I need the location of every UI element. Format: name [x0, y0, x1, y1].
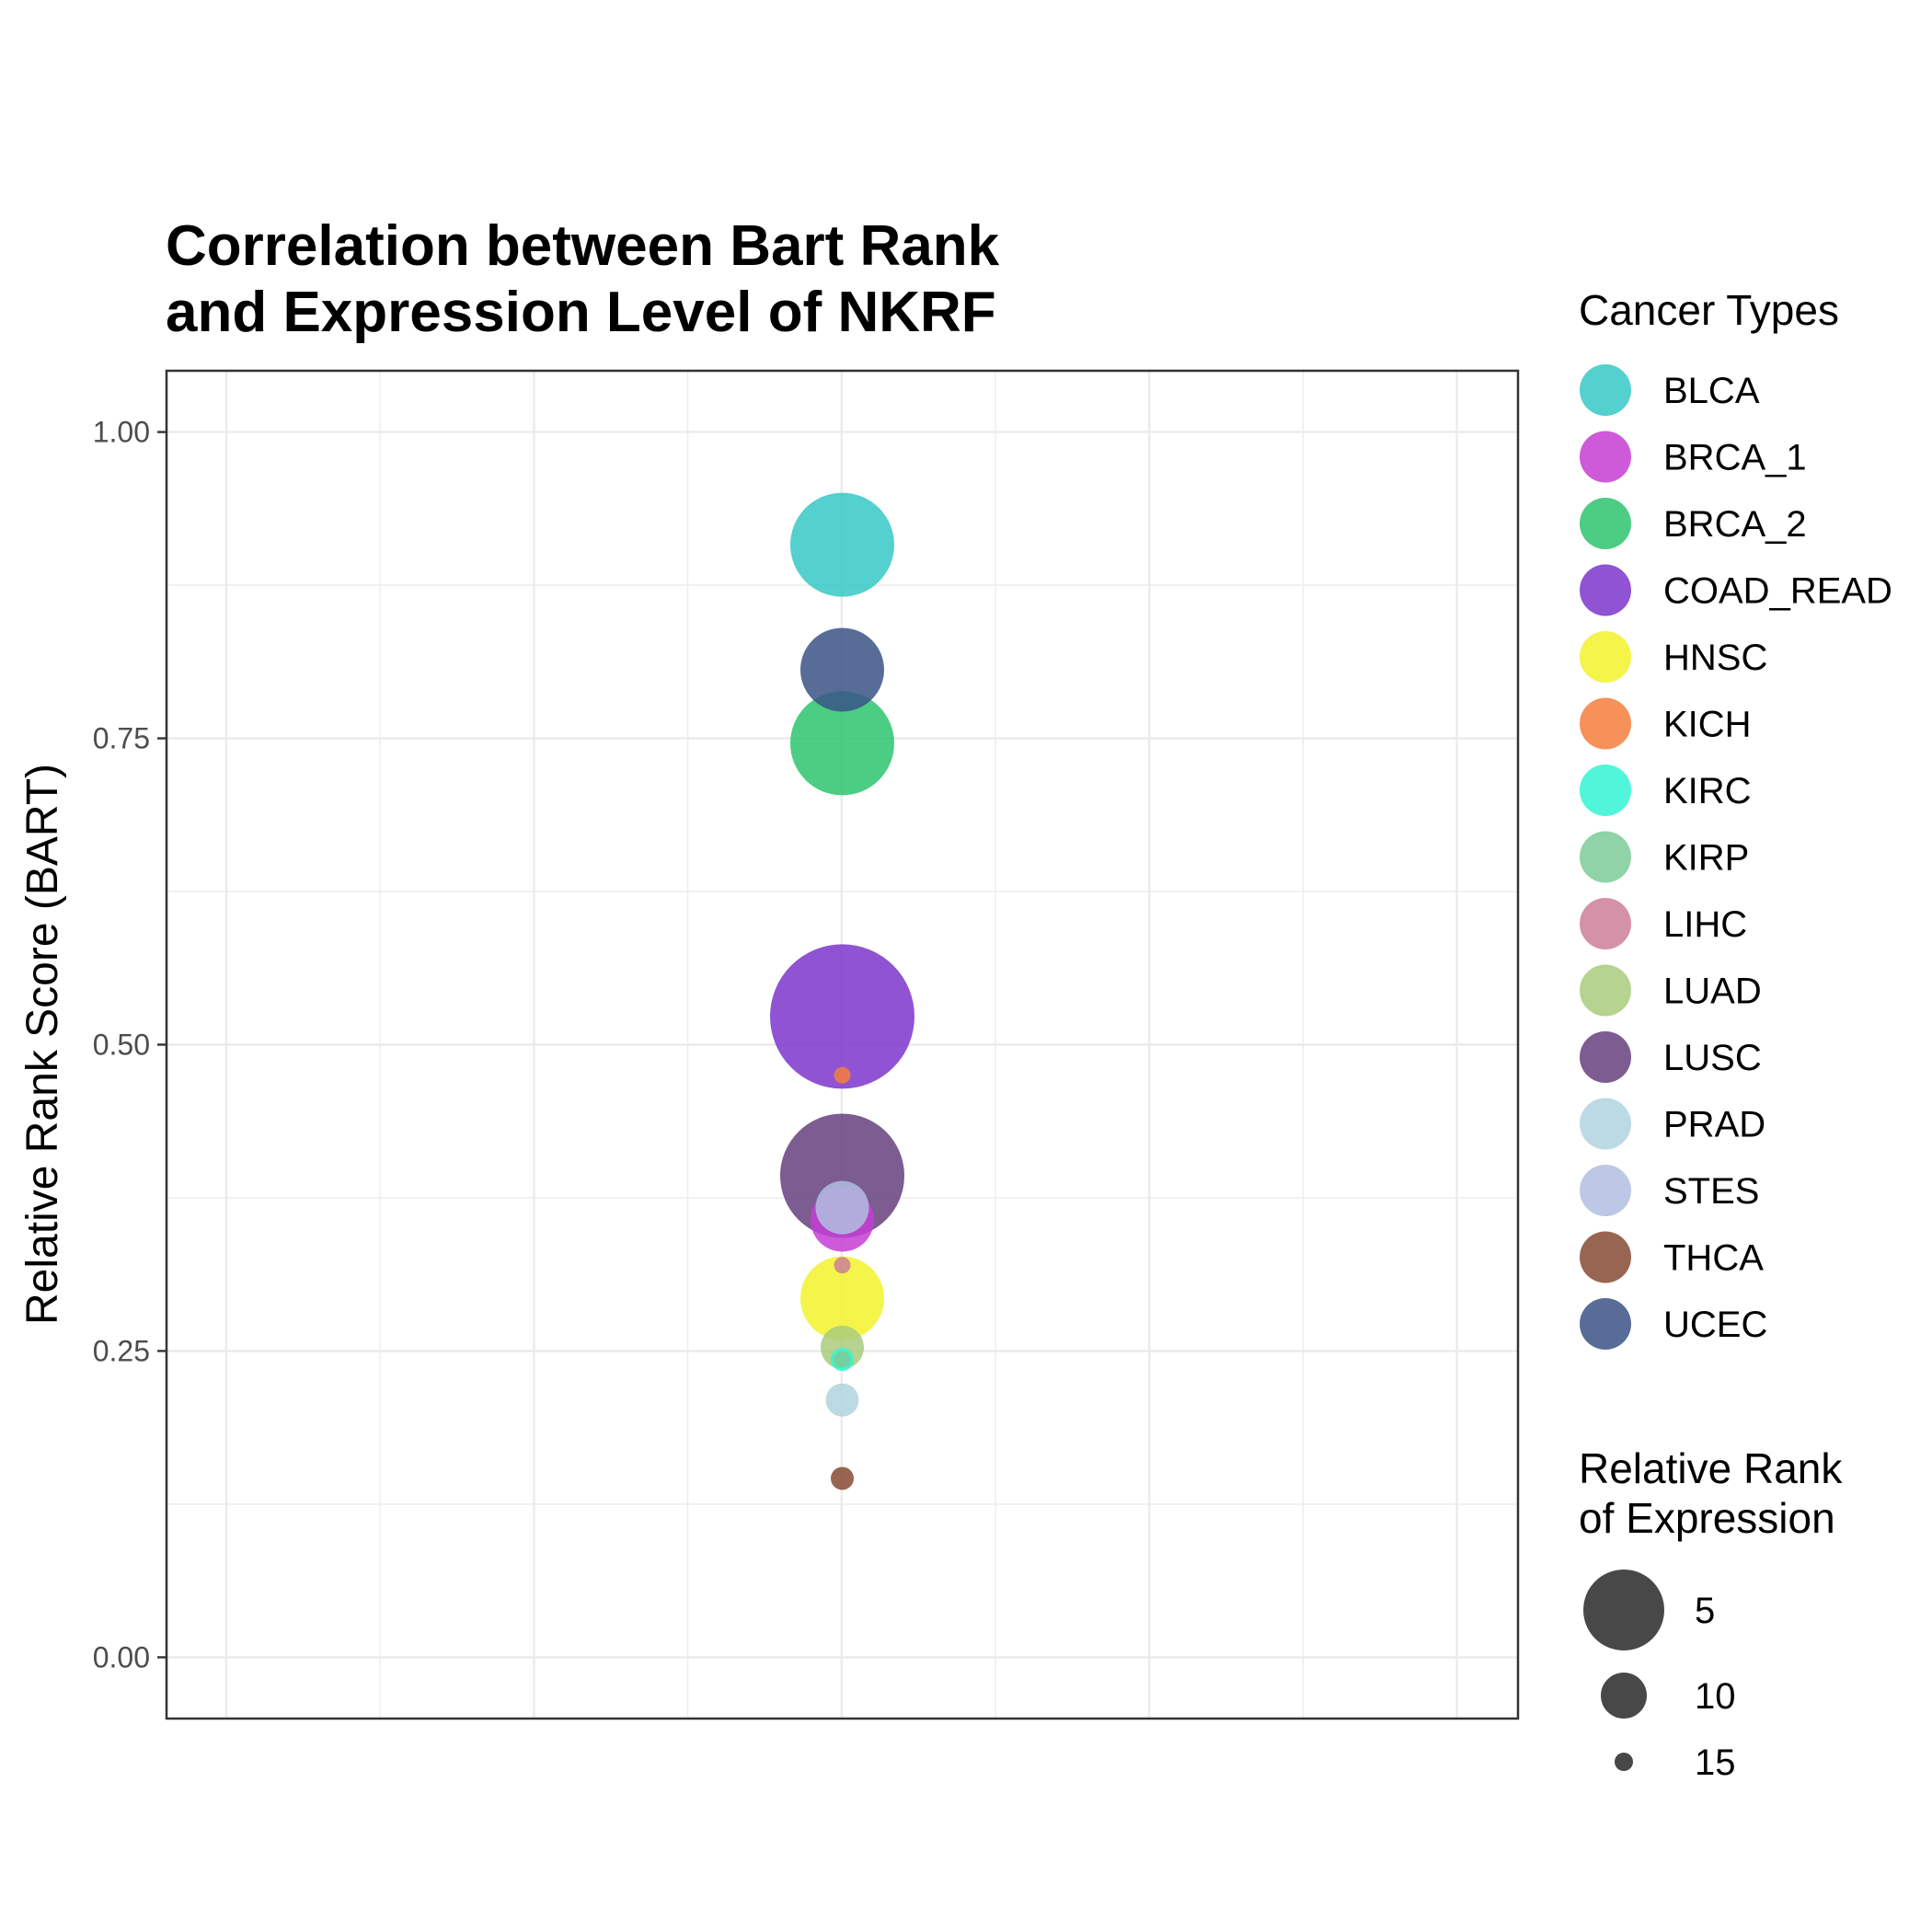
size-legend-label-5: 5 — [1695, 1591, 1715, 1631]
data-point-kich — [834, 1066, 851, 1084]
legend-key-luad — [1580, 964, 1631, 1017]
legend-label-coad-read: COAD_READ — [1663, 571, 1892, 612]
size-legend-label-15: 15 — [1695, 1742, 1736, 1783]
legend-key-lusc — [1580, 1031, 1631, 1083]
size-legend-title-line-1: Relative Rank — [1579, 1444, 1843, 1492]
size-legend: 5 10 15 — [1583, 1570, 1736, 1783]
size-legend-key-10 — [1601, 1673, 1647, 1719]
data-points — [770, 492, 914, 1490]
legend-label-brca-1: BRCA_1 — [1663, 438, 1807, 478]
chart-title-line-2: and Expression Level of NKRF — [166, 281, 996, 344]
legend-label-stes: STES — [1663, 1171, 1759, 1212]
legend-label-thca: THCA — [1663, 1238, 1764, 1279]
legend-key-ucec — [1580, 1298, 1631, 1350]
data-point-lihc — [834, 1257, 851, 1274]
legend-key-brca-1 — [1580, 431, 1631, 483]
legend-key-thca — [1580, 1231, 1631, 1283]
legend-label-hnsc: HNSC — [1663, 638, 1767, 678]
data-point-kirp — [834, 1351, 851, 1368]
legend-label-lihc: LIHC — [1663, 904, 1747, 945]
data-point-blca — [790, 492, 894, 597]
legend-key-coad-read — [1580, 564, 1631, 616]
legend-label-kirc: KIRC — [1663, 771, 1752, 811]
size-legend-label-10: 10 — [1695, 1676, 1736, 1717]
y-tick-label: 0.75 — [93, 722, 150, 755]
legend-key-kirc — [1580, 765, 1631, 816]
data-point-ucec — [800, 627, 884, 712]
data-point-lusc — [780, 1113, 904, 1238]
color-legend: BLCA BRCA_1 BRCA_2 COAD_READ HNSC KICH KIRC KIR… — [1580, 364, 1892, 1350]
legend-key-kirp — [1580, 831, 1631, 883]
data-point-stes — [815, 1180, 869, 1235]
legend-label-brca-2: BRCA_2 — [1663, 504, 1807, 545]
legend-label-ucec: UCEC — [1663, 1305, 1767, 1345]
size-legend-key-5 — [1583, 1570, 1664, 1650]
data-point-hnsc — [800, 1256, 884, 1340]
legend-key-brca-2 — [1580, 498, 1631, 549]
data-point-brca-2 — [790, 691, 894, 796]
y-tick-label: 0.25 — [93, 1334, 150, 1367]
legend-label-kirp: KIRP — [1663, 838, 1749, 879]
y-tick-label: 1.00 — [93, 416, 150, 449]
chart-title-line-1: Correlation between Bart Rank — [166, 214, 1000, 278]
y-axis: 0.00 0.25 0.50 0.75 1.00 — [93, 416, 167, 1673]
legend-label-blca: BLCA — [1663, 371, 1760, 411]
legend-key-lihc — [1580, 898, 1631, 949]
legend-key-stes — [1580, 1165, 1631, 1216]
color-legend-title: Cancer Types — [1579, 286, 1839, 334]
legend-label-prad: PRAD — [1663, 1105, 1765, 1145]
y-tick-label: 0.00 — [93, 1640, 150, 1673]
legend-key-prad — [1580, 1098, 1631, 1150]
legend-key-hnsc — [1580, 631, 1631, 683]
y-tick-label: 0.50 — [93, 1029, 150, 1062]
data-point-thca — [831, 1466, 854, 1490]
y-axis-title: Relative Rank Score (BART) — [18, 764, 67, 1325]
legend-label-luad: LUAD — [1663, 972, 1762, 1012]
size-legend-key-15 — [1615, 1753, 1633, 1771]
data-point-coad-read — [770, 944, 914, 1089]
legend-key-kich — [1580, 697, 1631, 750]
data-point-prad — [825, 1383, 859, 1417]
size-legend-title-line-2: of Expression — [1579, 1494, 1835, 1542]
legend-key-blca — [1580, 364, 1631, 416]
legend-label-kich: KICH — [1663, 705, 1752, 745]
legend-label-lusc: LUSC — [1663, 1038, 1762, 1078]
